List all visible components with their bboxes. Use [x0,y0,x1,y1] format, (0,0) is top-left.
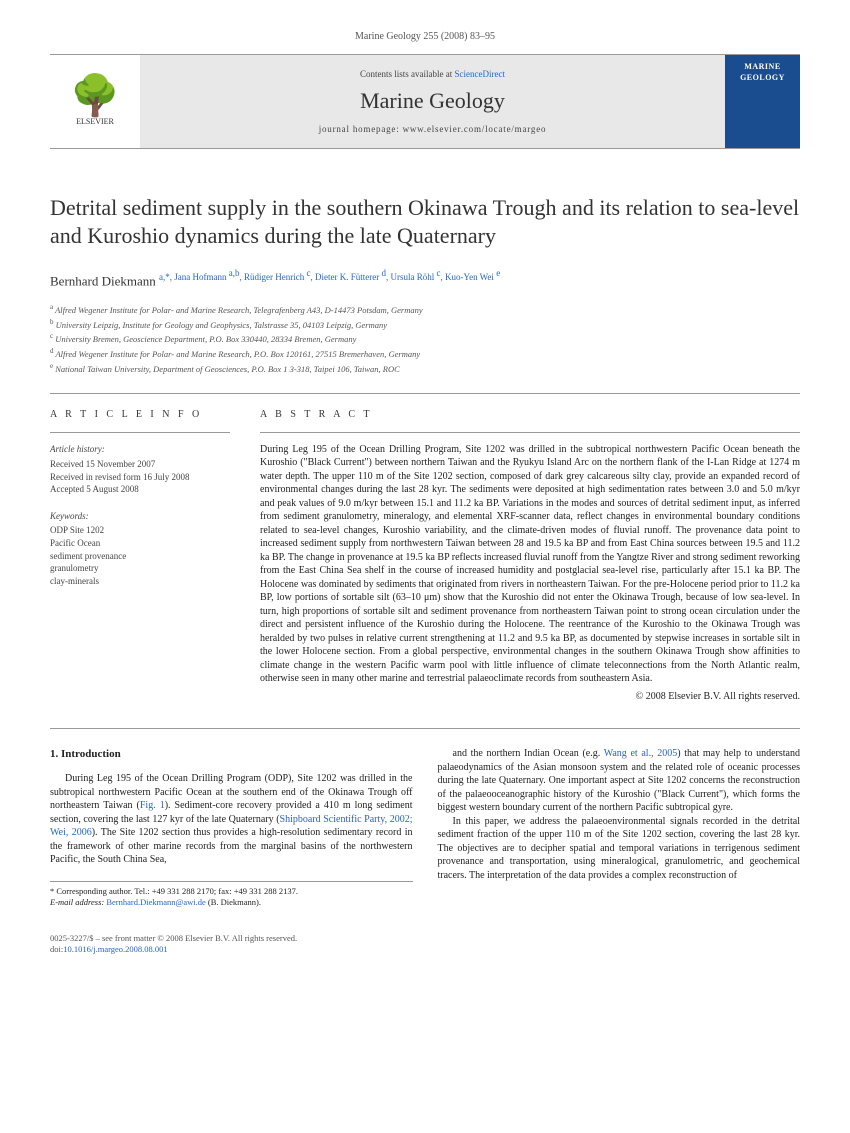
footer-meta: 0025-3227/$ – see front matter © 2008 El… [50,933,800,955]
corr-author-line: * Corresponding author. Tel.: +49 331 28… [50,886,413,897]
author-list: Bernhard Diekmann a,*, Jana Hofmann a,b,… [50,267,800,291]
section-divider [50,728,800,729]
intro-para-1: During Leg 195 of the Ocean Drilling Pro… [50,772,413,867]
issn-line: 0025-3227/$ – see front matter © 2008 El… [50,933,800,944]
abstract-panel: A B S T R A C T During Leg 195 of the Oc… [260,408,800,703]
header-center: Contents lists available at ScienceDirec… [140,55,725,148]
body-text: 1. Introduction During Leg 195 of the Oc… [50,747,800,907]
journal-name: Marine Geology [360,86,505,117]
revised-date: Received in revised form 16 July 2008 [50,471,230,484]
history-label: Article history: [50,443,230,456]
doi-label: doi: [50,944,63,954]
email-label: E-mail address: [50,897,106,907]
intro-para-1-cont: and the northern Indian Ocean (e.g. Wang… [438,747,801,815]
sciencedirect-link[interactable]: ScienceDirect [455,69,505,79]
elsevier-tree-icon: 🌳 [70,76,120,116]
fig1-link[interactable]: Fig. 1 [140,800,165,811]
keywords-label: Keywords: [50,510,230,523]
homepage-url[interactable]: www.elsevier.com/locate/margeo [403,124,547,134]
article-info-panel: A R T I C L E I N F O Article history: R… [50,408,230,703]
left-column: 1. Introduction During Leg 195 of the Oc… [50,747,413,907]
author-email[interactable]: Bernhard.Diekmann@awi.de [106,897,205,907]
intro-para-2: In this paper, we address the palaeoenvi… [438,815,801,883]
elsevier-logo: 🌳 ELSEVIER [50,55,140,148]
article-title: Detrital sediment supply in the southern… [50,194,800,249]
journal-homepage: journal homepage: www.elsevier.com/locat… [319,123,547,136]
ref-wang[interactable]: Wang et al., 2005 [604,748,678,759]
abstract-copyright: © 2008 Elsevier B.V. All rights reserved… [260,690,800,704]
keywords-list: ODP Site 1202Pacific Oceansediment prove… [50,524,230,587]
article-info-heading: A R T I C L E I N F O [50,408,230,433]
intro-heading: 1. Introduction [50,747,413,762]
journal-cover-thumbnail: MARINE GEOLOGY [725,55,800,148]
cover-title: MARINE GEOLOGY [728,61,797,83]
received-date: Received 15 November 2007 [50,458,230,471]
contents-prefix: Contents lists available at [360,69,454,79]
right-column: and the northern Indian Ocean (e.g. Wang… [438,747,801,907]
publisher-name: ELSEVIER [76,116,114,127]
journal-header: 🌳 ELSEVIER Contents lists available at S… [50,54,800,149]
abstract-text: During Leg 195 of the Ocean Drilling Pro… [260,443,800,686]
contents-available: Contents lists available at ScienceDirec… [360,68,505,81]
affiliations: a Alfred Wegener Institute for Polar- an… [50,303,800,376]
doi-link[interactable]: 10.1016/j.margeo.2008.08.001 [63,944,167,954]
citation-line: Marine Geology 255 (2008) 83–95 [50,30,800,44]
abstract-heading: A B S T R A C T [260,408,800,433]
corresponding-author-footnote: * Corresponding author. Tel.: +49 331 28… [50,881,413,908]
accepted-date: Accepted 5 August 2008 [50,483,230,496]
